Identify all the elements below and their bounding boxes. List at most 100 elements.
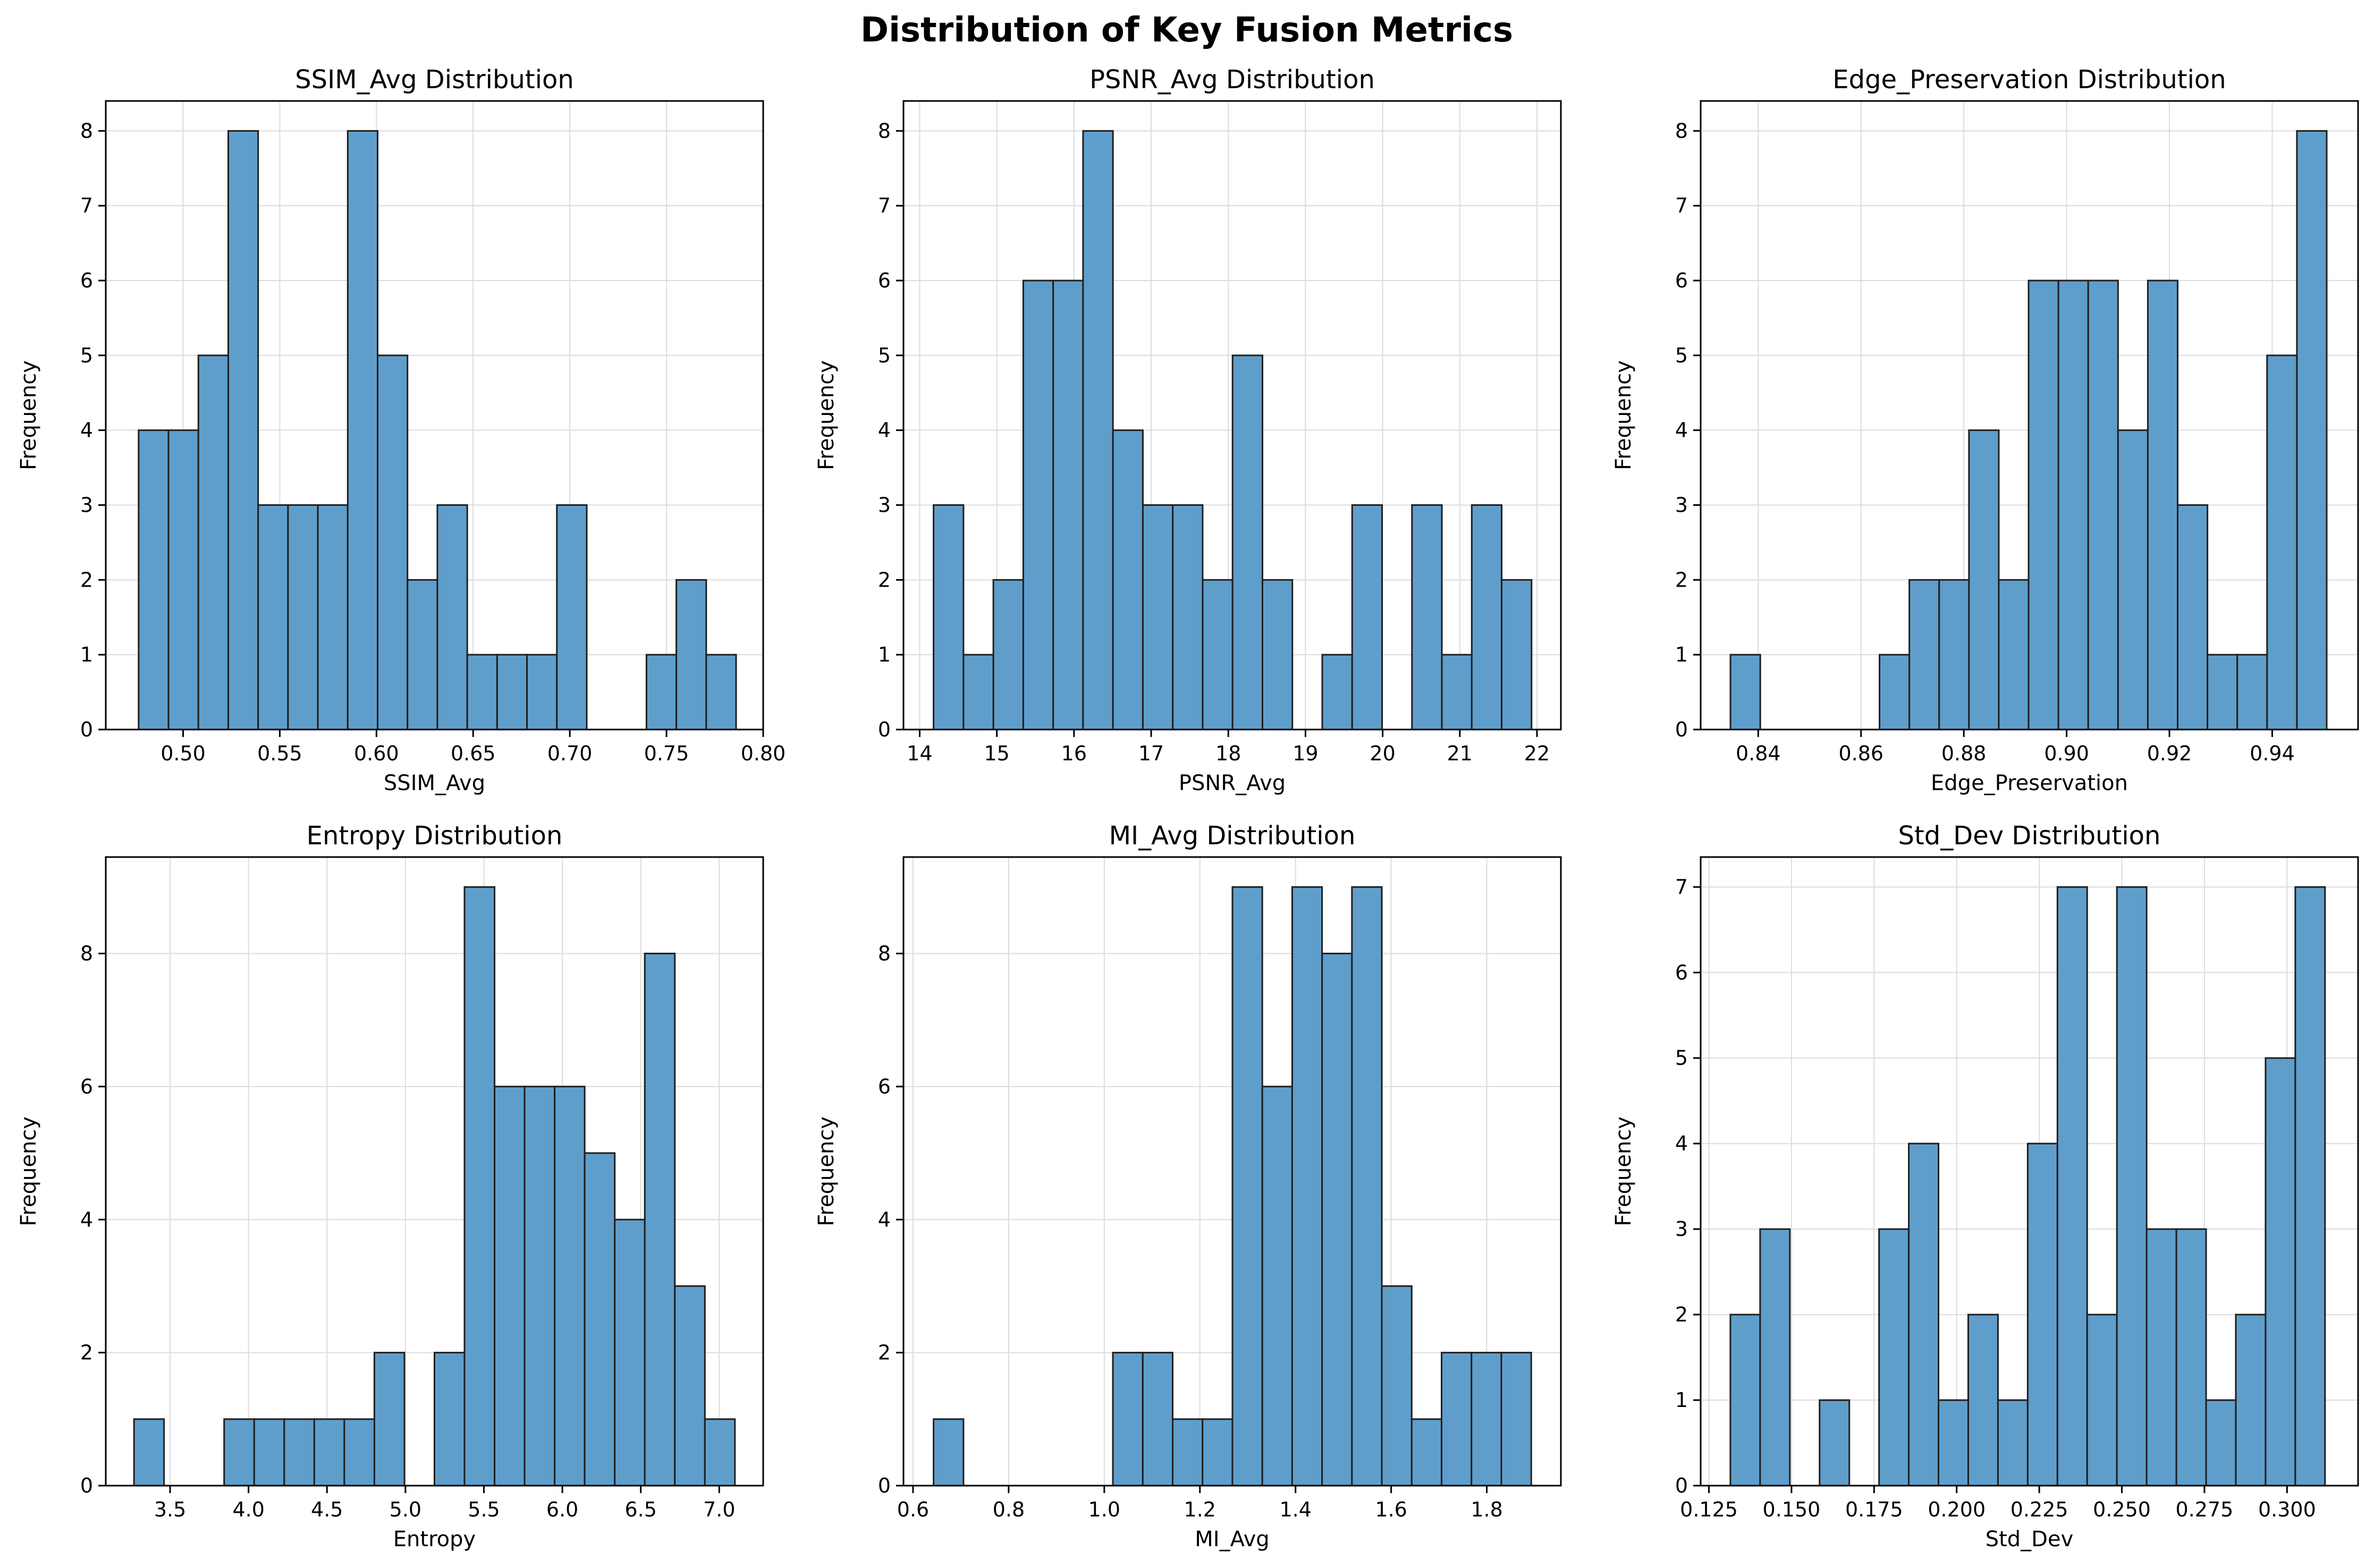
y-tick-label: 0 [80,718,93,741]
histogram-bar [614,1218,646,1487]
y-tick-label: 2 [1675,1303,1688,1326]
x-tick-label: 1.4 [1279,1498,1311,1521]
histogram-bar [287,504,319,731]
x-tick-label: 0.175 [1845,1498,1903,1521]
x-tick-label: 0.86 [1838,742,1883,765]
histogram-bar [466,654,498,731]
y-tick-label: 3 [80,494,93,517]
x-tick-label: 0.200 [1928,1498,1986,1521]
x-tick-label: 6.0 [546,1498,578,1521]
histogram-bar [2116,886,2148,1487]
y-tick-label: 8 [80,942,93,965]
y-tick-label: 4 [1675,1132,1688,1155]
histogram-bar [1202,579,1234,731]
histogram-bar [1112,1352,1144,1487]
y-axis-label: Frequency [1611,1116,1636,1226]
histogram-bar [494,1086,526,1487]
histogram-bar [2057,279,2089,731]
y-tick-label: 0 [80,1474,93,1497]
histogram-bar [253,1418,285,1487]
histogram-bar [1471,504,1503,731]
axes-frame [1700,100,2359,731]
y-tick-label: 0 [878,1474,891,1497]
histogram-bar [283,1418,315,1487]
histogram-bar [407,579,438,731]
histogram-bar [2117,429,2149,731]
x-axis-label: Entropy [393,1527,476,1552]
y-tick-label: 2 [878,568,891,591]
histogram-bar [1410,1418,1443,1487]
histogram-bar [1908,579,1940,731]
x-tick-label: 0.6 [897,1498,929,1521]
histogram-bar [1819,1399,1851,1487]
y-tick-label: 7 [80,194,93,217]
histogram-bar [526,654,558,731]
y-tick-label: 2 [80,1341,93,1364]
y-tick-label: 3 [878,494,891,517]
y-tick-label: 0 [1675,718,1688,741]
histogram-bar [2235,1313,2267,1487]
x-tick-label: 0.88 [1941,742,1987,765]
histogram-bar [2265,1057,2296,1487]
histogram-bar [2056,886,2088,1487]
histogram-bar [1938,1399,1970,1487]
x-axis-label: SSIM_Avg [384,771,485,795]
x-tick-label: 4.5 [311,1498,343,1521]
histogram-bar [674,1285,706,1487]
histogram-bar [2145,1228,2177,1487]
histogram-bar [1997,1399,2029,1487]
histogram-bar [1171,1418,1204,1487]
histogram-bar [138,429,170,731]
histogram-bar [1381,1285,1413,1487]
subplot-grid: 0.50 0.55 0.60 0.65 0.70 0.75 0.80012345678SSI… [16,65,2359,1552]
y-tick-label: 5 [878,344,891,367]
x-tick-label: 0.275 [2176,1498,2234,1521]
x-tick-label: 0.65 [451,742,496,765]
histogram-bar [2087,279,2119,731]
histogram-bar [523,1086,556,1487]
y-tick-label: 0 [1675,1474,1688,1497]
histogram-bar [2147,279,2179,731]
histogram-bar [1441,1352,1473,1487]
y-tick-label: 6 [878,1075,891,1098]
histogram-panel: 0.84 0.86 0.88 0.90 0.92 0.94 0 1 2 3 4 5 6 7 8 Edge_Pr… [1611,65,2359,795]
x-tick-label: 14 [907,742,932,765]
y-tick-label: 6 [1675,961,1688,984]
histogram-bar [554,1086,586,1487]
histogram-bar [2027,279,2059,731]
histogram-bar [1729,1313,1761,1487]
y-tick-label: 5 [1675,344,1688,367]
y-tick-label: 4 [878,419,891,442]
panel-title: Edge_Preservation Distribution [1832,65,2226,95]
y-tick-label: 8 [1675,119,1688,142]
x-tick-label: 0.125 [1680,1498,1738,1521]
histogram-bar [705,654,737,731]
histogram-panel: 0.6 0.8 1.0 1.2 1.4 1.6 1.8 0 2 4 6 8 MI_Avg Distrib… [814,821,1562,1552]
x-tick-label: 7.0 [703,1498,735,1521]
histogram-bar [313,1418,345,1487]
y-tick-label: 1 [1675,1388,1688,1412]
histogram-bar [257,504,289,731]
histogram-bar [377,354,409,731]
x-tick-label: 0.50 [160,742,206,765]
histogram-panel: 0.50 0.55 0.60 0.65 0.70 0.75 0.80 0 1 2 3 4 5 6 7 8 SSI… [16,65,785,795]
histogram-panel: 0.125 0.150 0.175 0.200 0.225 0.250 0.275 0.300… [1611,821,2359,1552]
histogram-bar [1142,1352,1173,1487]
x-tick-label: 0.250 [2093,1498,2151,1521]
histogram-bar [1729,654,1761,731]
y-axis-label: Frequency [1611,360,1636,470]
axes-frame [902,100,1562,731]
y-tick-label: 6 [80,269,93,292]
y-tick-label: 5 [80,344,93,367]
x-tick-label: 0.8 [993,1498,1025,1521]
axes-frame [1700,856,2359,1487]
histogram-bar [436,504,468,731]
x-axis-label: Std_Dev [1986,1527,2074,1552]
panel-title: SSIM_Avg Distribution [295,65,574,95]
y-tick-label: 1 [878,643,891,666]
histogram-bar [1172,504,1204,731]
histogram-bar [463,886,496,1487]
histogram-bar [1052,279,1084,731]
x-tick-label: 1.8 [1471,1498,1502,1521]
panel-title: MI_Avg Distribution [1109,821,1356,851]
